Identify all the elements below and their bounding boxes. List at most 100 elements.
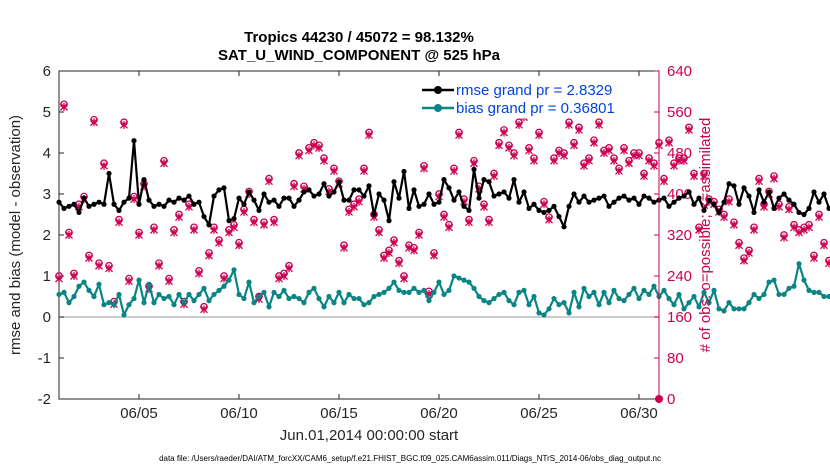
bias-point bbox=[711, 287, 717, 293]
rmse-point bbox=[646, 195, 652, 201]
rmse-point bbox=[341, 197, 347, 203]
rmse-point bbox=[61, 205, 67, 211]
rmse-point bbox=[336, 179, 342, 185]
bias-point bbox=[401, 289, 407, 295]
chart-title: Tropics 44230 / 45072 = 98.132% bbox=[244, 29, 474, 46]
y-tick-label: -2 bbox=[38, 391, 51, 408]
obs-assimilated-point bbox=[635, 151, 643, 160]
bias-point bbox=[131, 295, 137, 302]
rmse-point bbox=[66, 203, 72, 209]
obs-assimilated-point bbox=[625, 159, 633, 168]
rmse-point bbox=[436, 199, 442, 205]
bias-point bbox=[81, 279, 87, 285]
rmse-point bbox=[131, 138, 137, 144]
obs-assimilated-point bbox=[240, 207, 248, 216]
obs-assimilated-point bbox=[150, 225, 158, 234]
obs-assimilated-point bbox=[805, 223, 813, 232]
bias-point bbox=[241, 295, 247, 302]
rmse-point bbox=[651, 199, 657, 205]
bias-point bbox=[66, 300, 72, 306]
obs-assimilated-point bbox=[310, 141, 318, 150]
obs-assimilated-point bbox=[585, 156, 593, 165]
rmse-point bbox=[161, 203, 167, 209]
bias-point bbox=[266, 304, 272, 310]
obs-assimilated-point bbox=[210, 225, 218, 234]
bias-point bbox=[731, 306, 737, 312]
bias-point bbox=[71, 293, 77, 300]
rmse-point bbox=[306, 187, 312, 193]
bias-point bbox=[141, 300, 147, 306]
rmse-point bbox=[401, 168, 407, 175]
rmse-point bbox=[326, 193, 332, 199]
rmse-point bbox=[316, 191, 322, 197]
obs-assimilated-point bbox=[175, 213, 183, 222]
obs-assimilated-point bbox=[825, 259, 830, 268]
obs-assimilated-point bbox=[640, 172, 648, 181]
obs-assimilated-point bbox=[510, 151, 518, 160]
obs-assimilated-point bbox=[500, 128, 508, 137]
rmse-point bbox=[171, 199, 177, 205]
rmse-point bbox=[806, 205, 812, 211]
bias-point bbox=[706, 300, 712, 306]
bias-point bbox=[311, 285, 317, 291]
bias-point bbox=[631, 285, 637, 291]
bias-point bbox=[606, 300, 612, 306]
rmse-point bbox=[86, 203, 92, 209]
bias-point bbox=[511, 302, 517, 308]
bias-point bbox=[376, 291, 382, 298]
obs-assimilated-point bbox=[595, 120, 603, 129]
obs-assimilated-point bbox=[660, 177, 668, 186]
rmse-point bbox=[396, 195, 402, 201]
rmse-point bbox=[416, 203, 422, 209]
bias-point bbox=[91, 293, 97, 300]
rmse-point bbox=[286, 195, 292, 201]
obs-assimilated-point bbox=[430, 251, 438, 260]
rmse-point bbox=[471, 166, 477, 172]
bias-point bbox=[696, 304, 702, 310]
bias-point bbox=[686, 300, 692, 306]
rmse-point bbox=[811, 189, 817, 195]
obs-assimilated-point bbox=[250, 218, 258, 227]
rmse-point bbox=[586, 199, 592, 205]
bias-point bbox=[671, 302, 677, 308]
bias-point bbox=[341, 300, 347, 306]
legend-rmse-marker bbox=[434, 86, 442, 94]
rmse-point bbox=[186, 193, 192, 199]
bias-point bbox=[276, 293, 282, 300]
bias-point bbox=[601, 289, 607, 295]
obs-assimilated-point bbox=[195, 269, 203, 278]
obs-assimilated-point bbox=[445, 223, 453, 232]
bias-point bbox=[166, 293, 172, 300]
rmse-point bbox=[716, 209, 722, 216]
obs-assimilated-point bbox=[555, 149, 563, 157]
obs-assimilated-point bbox=[480, 202, 488, 211]
rmse-point bbox=[116, 207, 122, 213]
bias-point bbox=[741, 306, 747, 312]
obs-assimilated-point bbox=[405, 243, 413, 252]
bias-point bbox=[281, 287, 287, 293]
bias-point bbox=[156, 291, 162, 298]
rmse-point bbox=[551, 203, 557, 209]
rmse-point bbox=[356, 187, 362, 193]
rmse-point bbox=[176, 195, 182, 201]
rmse-point bbox=[801, 211, 807, 218]
bias-point bbox=[536, 310, 542, 316]
bias-point bbox=[396, 287, 402, 293]
rmse-point bbox=[261, 191, 267, 197]
bias-point bbox=[826, 293, 830, 300]
obs-assimilated-point bbox=[90, 118, 98, 127]
bias-point bbox=[721, 308, 727, 314]
y2-tick-label: 320 bbox=[667, 227, 692, 244]
obs-assimilated-point bbox=[440, 213, 448, 222]
rmse-point bbox=[511, 177, 517, 183]
x-tick-label: 06/15 bbox=[320, 405, 358, 422]
y2-tick-label: 400 bbox=[667, 186, 692, 203]
bias-point bbox=[516, 289, 522, 295]
bias-point bbox=[806, 287, 812, 293]
obs-assimilated-point bbox=[525, 146, 533, 155]
rmse-point bbox=[751, 209, 757, 216]
obs-assimilated-point bbox=[295, 151, 303, 160]
y2-tick-label: 0 bbox=[667, 391, 675, 408]
bias-point bbox=[816, 289, 822, 295]
bias-point bbox=[616, 295, 622, 302]
